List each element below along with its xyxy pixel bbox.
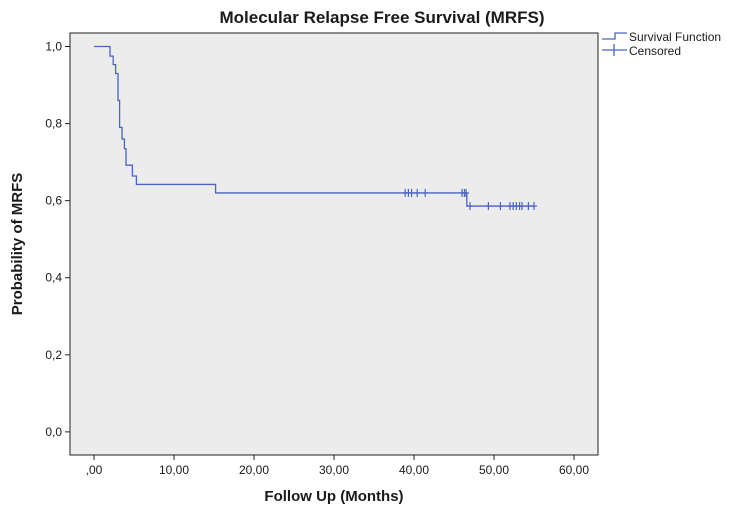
y-tick-label: 0,8 [45,117,62,131]
x-tick-label: 10,00 [159,463,189,477]
y-tick-label: 0,4 [45,271,62,285]
censored-marker [467,202,473,211]
censored-marker [463,188,469,197]
y-tick-label: 0,6 [45,194,62,208]
censored-marker [497,202,504,211]
x-tick-label: ,00 [86,463,103,477]
y-tick-label: 0,0 [45,425,62,439]
legend-step-line-icon [602,32,627,40]
legend-item-censored: Censored [602,44,681,58]
legend: Survival Function Censored [602,30,721,58]
legend-item-survival-function: Survival Function [602,30,721,44]
survival-function-line [94,45,534,207]
censored-marker [519,202,525,211]
x-tick-label: 50,00 [479,463,509,477]
censored-marker [531,202,537,211]
y-axis: 0,0 0,2 0,4 0,6 0,8 1,0 [45,39,70,439]
x-tick-label: 40,00 [399,463,429,477]
x-axis: ,00 10,00 20,00 30,00 40,00 50,00 60,00 [86,455,589,477]
x-tick-label: 20,00 [239,463,269,477]
y-axis-label: Probability of MRFS [9,173,26,316]
legend-label-censored: Censored [629,44,681,58]
censored-marker [408,188,415,197]
series-layer [94,45,537,211]
plot-area [69,32,599,456]
censored-marker [525,202,532,211]
chart-title: Molecular Relapse Free Survival (MRFS) [220,8,545,27]
x-tick-label: 60,00 [559,463,589,477]
x-tick-label: 30,00 [319,463,349,477]
censored-marker [414,188,421,197]
censored-marker [485,202,492,211]
y-tick-label: 1,0 [45,39,62,53]
legend-label-survival-function: Survival Function [629,30,721,44]
censored-marker [422,188,429,197]
y-tick-label: 0,2 [45,348,62,362]
x-axis-label: Follow Up (Months) [264,488,403,505]
